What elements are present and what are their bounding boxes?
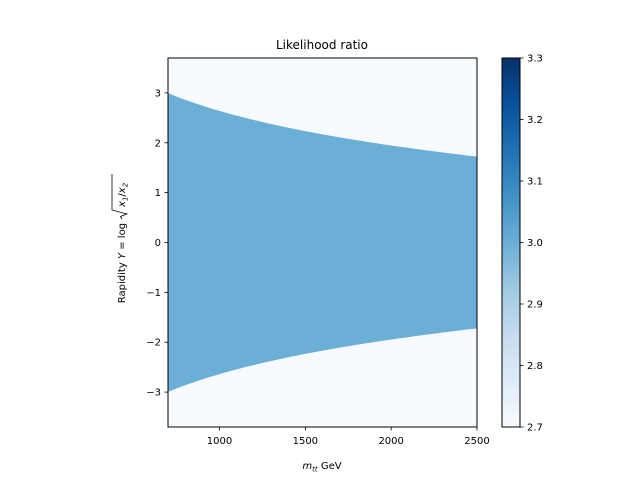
y-axis-x1: x — [117, 201, 128, 208]
x-tick-label: 2500 — [464, 436, 489, 447]
y-axis-eq: = log — [117, 223, 128, 253]
colorbar-tick-label: 3.2 — [527, 115, 543, 126]
colorbar-scale — [502, 58, 520, 427]
colorbar-tick-label: 3.1 — [527, 177, 543, 188]
x-tick-label: 1000 — [207, 436, 232, 447]
y-tick-label: 1 — [155, 188, 161, 199]
colorbar-ticks: 2.7 2.8 2.9 3.0 3.1 3.2 3.3 — [520, 54, 543, 434]
y-axis-prefix: Rapidity — [117, 259, 128, 303]
y-tick-label: 2 — [155, 138, 161, 149]
x-axis-ticks: 1000 1500 2000 2500 — [207, 427, 490, 447]
y-tick-label: −1 — [146, 288, 161, 299]
y-tick-label: 0 — [155, 238, 161, 249]
y-axis-slash: / — [117, 193, 128, 197]
y-axis-sub1: 1 — [122, 197, 130, 201]
chart-title: Likelihood ratio — [276, 38, 368, 52]
x-axis-label: mtt GeV — [302, 461, 341, 474]
colorbar-tick-label: 2.7 — [527, 423, 543, 434]
x-tick-label: 1500 — [293, 436, 318, 447]
x-axis-sub: tt — [312, 466, 318, 474]
svg-text:Rapidity Y = logx1/x2: Rapidity Y = logx1/x2 — [117, 182, 130, 303]
x-axis-var: m — [302, 461, 312, 472]
y-tick-label: 3 — [155, 88, 161, 99]
x-axis-unit: GeV — [318, 461, 342, 472]
plot-area — [167, 57, 478, 428]
colorbar-tick-label: 3.0 — [527, 238, 543, 249]
allowed-region — [168, 93, 477, 392]
colorbar-tick-label: 2.8 — [527, 361, 543, 372]
colorbar-tick-label: 2.9 — [527, 300, 543, 311]
colorbar: 2.7 2.8 2.9 3.0 3.1 3.2 3.3 — [501, 54, 543, 434]
colorbar-tick-label: 3.3 — [527, 54, 543, 65]
y-axis-x2: x — [117, 187, 128, 194]
y-tick-label: −2 — [146, 338, 161, 349]
y-axis-label: Rapidity Y = logx1/x2 — [111, 174, 130, 303]
y-axis-sub2: 2 — [122, 182, 130, 187]
y-axis-var: Y — [117, 252, 128, 259]
sqrt-sign-icon — [111, 174, 129, 220]
x-tick-label: 2000 — [378, 436, 403, 447]
y-axis-ticks: −3 −2 −1 0 1 2 3 — [146, 88, 168, 399]
y-tick-label: −3 — [146, 388, 161, 399]
